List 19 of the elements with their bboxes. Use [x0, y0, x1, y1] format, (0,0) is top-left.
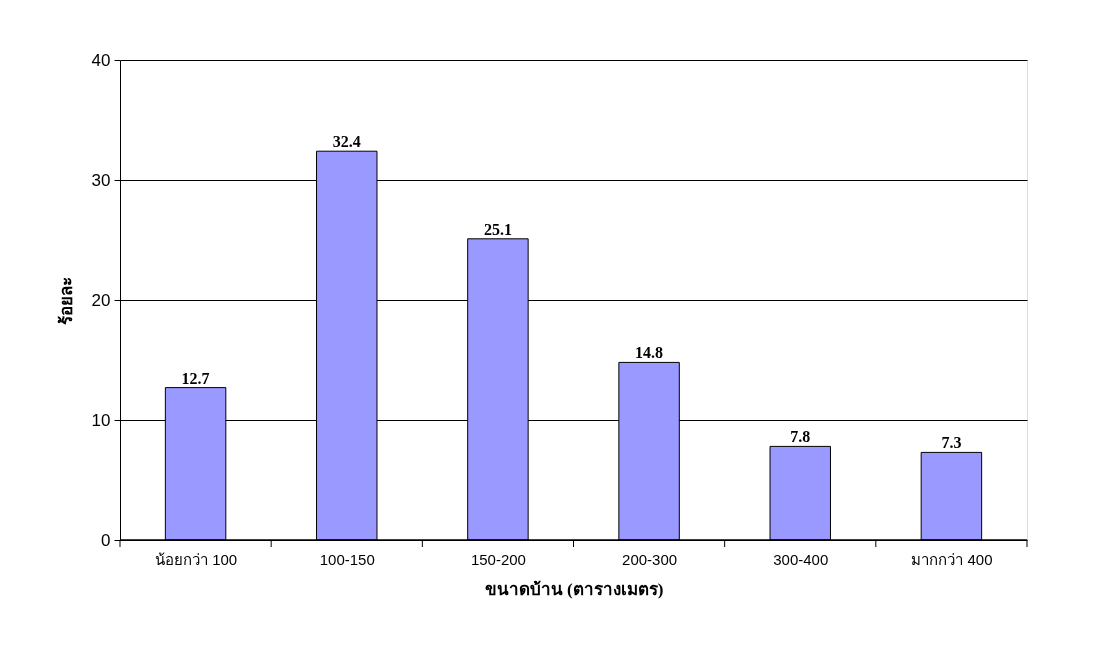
- y-axis-title: ร้อยละ: [56, 276, 76, 325]
- x-tick-label: 150-200: [470, 550, 526, 568]
- y-tick-label: 40: [91, 50, 111, 70]
- data-label: 14.8: [635, 344, 664, 362]
- data-label: 12.7: [181, 369, 210, 387]
- y-tick-label: 10: [91, 410, 111, 430]
- data-label: 32.4: [332, 133, 361, 151]
- y-tick-label: 20: [91, 290, 111, 310]
- x-tick-label: 100-150: [319, 550, 375, 568]
- x-tick-label: 200-300: [622, 550, 678, 568]
- x-axis-title: ขนาดบ้าน (ตารางเมตร): [484, 579, 664, 599]
- data-label: 7.3: [941, 434, 962, 452]
- y-tick-label: 0: [101, 530, 111, 550]
- data-label: 7.8: [790, 428, 811, 446]
- data-label: 25.1: [483, 220, 512, 238]
- x-tick-label: น้อยกว่า 100: [154, 550, 238, 568]
- x-tick-label: มากกว่า 400: [911, 550, 993, 568]
- x-tick-label: 300-400: [773, 550, 829, 568]
- y-tick-label: 30: [91, 170, 111, 190]
